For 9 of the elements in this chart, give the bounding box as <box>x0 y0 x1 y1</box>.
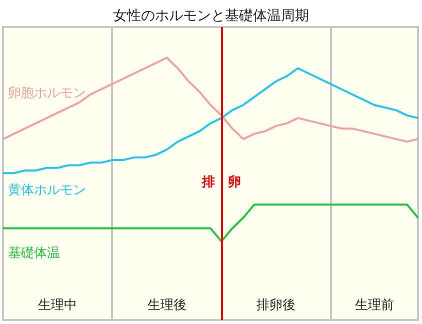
series-label: 卵胞ホルモン <box>8 86 86 102</box>
annotation: 排 卵 <box>200 174 241 190</box>
x-tick-label: 排卵後 <box>256 298 296 313</box>
x-tick-label: 生理中 <box>38 298 78 313</box>
x-tick-label: 生理後 <box>147 298 186 313</box>
series-label: 基礎体温 <box>8 246 60 262</box>
x-tick-label: 生理前 <box>354 298 394 313</box>
series-label: 黄体ホルモン <box>8 183 86 198</box>
chart-title: 女性のホルモンと基礎体温周期 <box>113 8 309 24</box>
